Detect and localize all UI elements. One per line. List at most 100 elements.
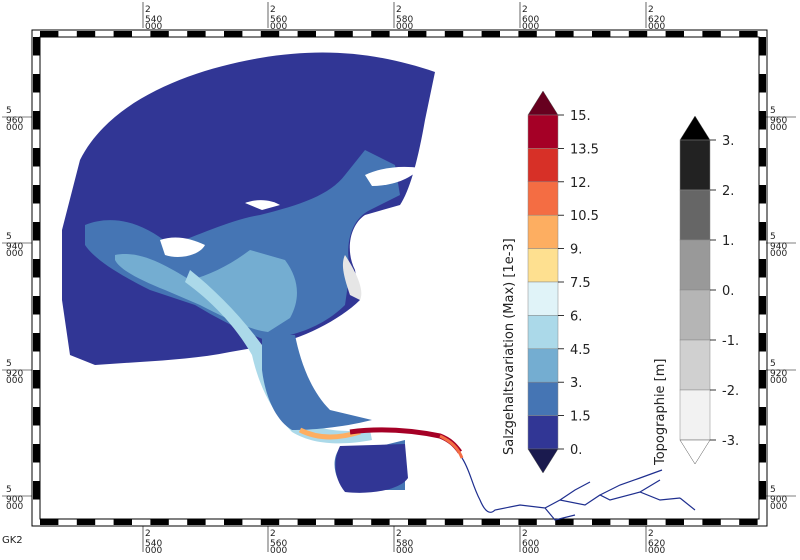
easting-label-sub: 000 [270, 22, 287, 32]
frame-segment [759, 185, 766, 204]
colorbar-tick-label: 7.5 [570, 276, 591, 291]
island-3 [365, 166, 420, 186]
frame-segment [592, 31, 611, 37]
colorbar-overflow-top [527, 90, 559, 116]
frame-segment [113, 31, 132, 37]
frame-segment [481, 519, 500, 525]
frame-segment [371, 31, 390, 37]
frame-checker-pattern [33, 31, 766, 525]
northing-label-top: 5 [770, 232, 776, 242]
colorbar-tick-label: 3. [570, 376, 582, 391]
northing-label-value: 920 [6, 369, 23, 379]
northing-label-sub: 000 [6, 123, 23, 133]
frame-segment [76, 519, 96, 525]
colorbar-tick-label: 12. [570, 176, 591, 191]
easting-label-value: 620 [648, 15, 665, 25]
colorbar-tick-label: 6. [570, 309, 582, 324]
easting-label-top: 2 [522, 529, 528, 539]
northing-label-top: 5 [6, 485, 12, 495]
colorbar-segment [527, 248, 559, 283]
frame-segment [481, 31, 500, 37]
northing-label-value: 940 [6, 242, 23, 252]
colorbar-segment [679, 139, 711, 191]
frame-segment [759, 407, 766, 426]
colorbar-segment [527, 214, 559, 249]
northing-label-sub: 000 [6, 502, 23, 512]
frame-segment [33, 481, 40, 500]
frame-segment [408, 519, 427, 525]
easting-label-top: 2 [145, 5, 151, 15]
frame-segment [628, 31, 648, 37]
northing-label-sub: 000 [770, 123, 787, 133]
frame-segment [33, 259, 40, 278]
frame-segment [76, 31, 96, 37]
frame-segment [40, 519, 59, 525]
frame-segment [739, 31, 758, 37]
northing-label-sub: 000 [6, 249, 23, 259]
frame-segment [759, 74, 766, 93]
frame-segment [150, 519, 169, 525]
frame-segment [33, 370, 40, 389]
frame-segment [665, 31, 684, 37]
easting-label-value: 600 [522, 15, 539, 25]
island-1 [160, 237, 205, 257]
frame-segment [297, 519, 316, 525]
frame-segment [224, 31, 243, 37]
colorbar-segment [527, 415, 559, 450]
frame-segment [665, 519, 684, 525]
easting-label-top: 2 [396, 529, 402, 539]
frame-segment [702, 519, 721, 525]
frame-segment [33, 333, 40, 352]
easting-label-value: 540 [145, 15, 162, 25]
colorbar-tick-label: 3. [722, 134, 734, 149]
frame-segment [371, 519, 390, 525]
colorbar-tick-label: 0. [722, 284, 734, 299]
frame-segment [759, 148, 766, 167]
frame-segment [759, 481, 766, 500]
colorbar-tick-label: 1.5 [570, 410, 591, 425]
frame-segment [555, 519, 574, 525]
frame-segment [187, 519, 206, 525]
colorbar-tick-label: 10.5 [570, 209, 599, 224]
land-spit [342, 255, 362, 300]
easting-label-value: 620 [648, 539, 665, 549]
island-2 [245, 200, 280, 210]
colorbar-tick-label: -1. [722, 334, 739, 349]
frame-segment [150, 31, 169, 37]
easting-label-top: 2 [270, 529, 276, 539]
easting-label-top: 2 [145, 529, 151, 539]
frame-segment [33, 111, 40, 130]
salinity-colorbar: 15. 13.5 12. 10.5 9. 7.5 6. 4.5 3. 1.5 0. [527, 90, 599, 474]
easting-label-top: 2 [270, 5, 276, 15]
colorbar-segment [527, 181, 559, 216]
northing-label-top: 5 [6, 106, 12, 116]
northing-label-sub: 000 [770, 376, 787, 386]
frame-segment [297, 31, 316, 37]
easting-label-sub: 000 [145, 22, 162, 32]
colorbar-segment [527, 381, 559, 416]
frame-segment [444, 519, 464, 525]
easting-label-top: 2 [648, 529, 654, 539]
frame-segment [628, 519, 648, 525]
northing-label-value: 940 [770, 242, 787, 252]
easting-label-value: 560 [270, 15, 287, 25]
frame-segment [592, 519, 611, 525]
colorbar-segment [679, 339, 711, 391]
colorbar-tick-label: 15. [570, 109, 591, 124]
easting-label-sub: 000 [396, 22, 413, 32]
northing-label-value: 920 [770, 369, 787, 379]
model-domain [62, 52, 696, 521]
frame-segment [260, 519, 280, 525]
northing-label-value: 960 [770, 116, 787, 126]
easting-label-sub: 000 [522, 22, 539, 32]
colorbar-tick-label: 2. [722, 184, 734, 199]
topography-colorbar: 3. 2. 1. 0. -1. -2. -3. [679, 115, 739, 465]
northing-label-sub: 000 [6, 376, 23, 386]
northing-label-value: 900 [6, 495, 23, 505]
frame-segment [33, 74, 40, 93]
colorbar-tick-label: -2. [722, 384, 739, 399]
grid-system-label: GK2 [2, 535, 23, 546]
